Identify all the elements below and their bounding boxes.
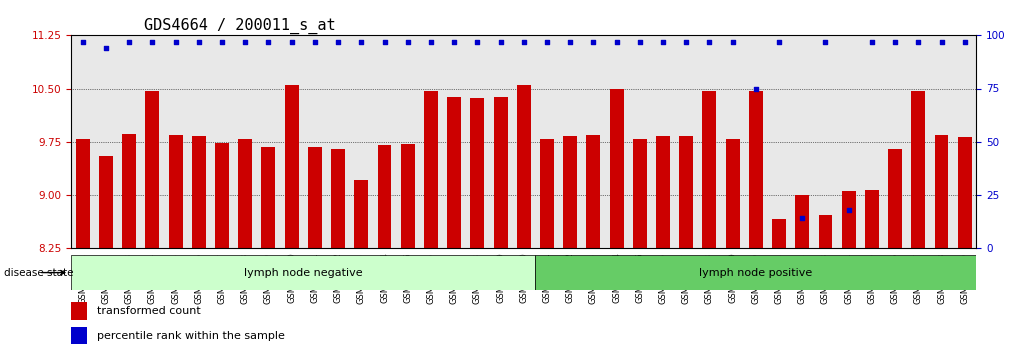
Bar bbox=[656, 136, 670, 248]
Point bbox=[284, 39, 300, 45]
Bar bbox=[633, 139, 647, 248]
Bar bbox=[354, 180, 368, 248]
Bar bbox=[540, 139, 554, 248]
Point bbox=[794, 215, 811, 221]
Text: percentile rank within the sample: percentile rank within the sample bbox=[97, 331, 285, 341]
Text: GDS4664 / 200011_s_at: GDS4664 / 200011_s_at bbox=[143, 18, 336, 34]
FancyBboxPatch shape bbox=[71, 255, 535, 290]
Point bbox=[168, 39, 184, 45]
Bar bbox=[215, 143, 229, 248]
Bar bbox=[888, 149, 902, 248]
Point bbox=[655, 39, 671, 45]
Point bbox=[957, 39, 973, 45]
Bar bbox=[772, 219, 786, 248]
Point bbox=[724, 39, 740, 45]
Point bbox=[840, 207, 856, 212]
Bar bbox=[726, 139, 739, 248]
Text: disease state: disease state bbox=[4, 268, 73, 278]
Bar bbox=[471, 98, 484, 248]
Bar bbox=[169, 135, 183, 248]
Point bbox=[446, 39, 463, 45]
Point bbox=[98, 45, 114, 51]
Bar bbox=[935, 135, 949, 248]
Point bbox=[74, 39, 91, 45]
Point bbox=[632, 39, 648, 45]
Bar bbox=[587, 135, 600, 248]
Point bbox=[585, 39, 601, 45]
Bar bbox=[192, 136, 205, 248]
Point bbox=[376, 39, 393, 45]
Bar bbox=[842, 191, 855, 248]
Bar bbox=[819, 215, 833, 248]
Text: transformed count: transformed count bbox=[97, 306, 200, 316]
Point bbox=[191, 39, 207, 45]
Bar bbox=[377, 145, 392, 248]
Bar bbox=[99, 156, 113, 248]
Point bbox=[307, 39, 323, 45]
Point bbox=[469, 39, 485, 45]
Bar bbox=[71, 327, 87, 344]
Bar bbox=[122, 134, 136, 248]
Bar bbox=[864, 190, 879, 248]
Point bbox=[863, 39, 880, 45]
Bar bbox=[958, 137, 971, 248]
Point bbox=[237, 39, 253, 45]
Bar bbox=[332, 149, 345, 248]
Bar bbox=[261, 147, 276, 248]
Bar bbox=[238, 139, 252, 248]
Bar bbox=[703, 91, 716, 248]
Bar bbox=[76, 139, 89, 248]
Bar bbox=[609, 88, 623, 248]
Bar bbox=[285, 85, 299, 248]
Point bbox=[539, 39, 555, 45]
Bar bbox=[795, 195, 810, 248]
FancyBboxPatch shape bbox=[535, 255, 976, 290]
Point bbox=[818, 39, 834, 45]
Text: lymph node positive: lymph node positive bbox=[700, 268, 813, 278]
Point bbox=[934, 39, 950, 45]
Bar bbox=[71, 302, 87, 320]
Text: lymph node negative: lymph node negative bbox=[244, 268, 363, 278]
Point bbox=[330, 39, 346, 45]
Point bbox=[423, 39, 439, 45]
Bar bbox=[447, 97, 461, 248]
Point bbox=[910, 39, 926, 45]
Bar bbox=[401, 144, 415, 248]
Bar bbox=[911, 91, 925, 248]
Bar bbox=[145, 91, 160, 248]
Bar bbox=[517, 85, 531, 248]
Point bbox=[121, 39, 137, 45]
Point bbox=[353, 39, 369, 45]
Bar bbox=[493, 97, 507, 248]
Point bbox=[562, 39, 579, 45]
Point bbox=[747, 86, 764, 91]
Point bbox=[771, 39, 787, 45]
Point bbox=[887, 39, 903, 45]
Point bbox=[516, 39, 532, 45]
Point bbox=[400, 39, 416, 45]
Bar bbox=[424, 91, 438, 248]
Point bbox=[144, 39, 161, 45]
Point bbox=[608, 39, 624, 45]
Point bbox=[214, 39, 230, 45]
Point bbox=[260, 39, 277, 45]
Bar bbox=[308, 147, 321, 248]
Point bbox=[702, 39, 718, 45]
Point bbox=[492, 39, 508, 45]
Point bbox=[678, 39, 695, 45]
Bar bbox=[563, 136, 577, 248]
Bar bbox=[749, 91, 763, 248]
Bar bbox=[679, 136, 694, 248]
